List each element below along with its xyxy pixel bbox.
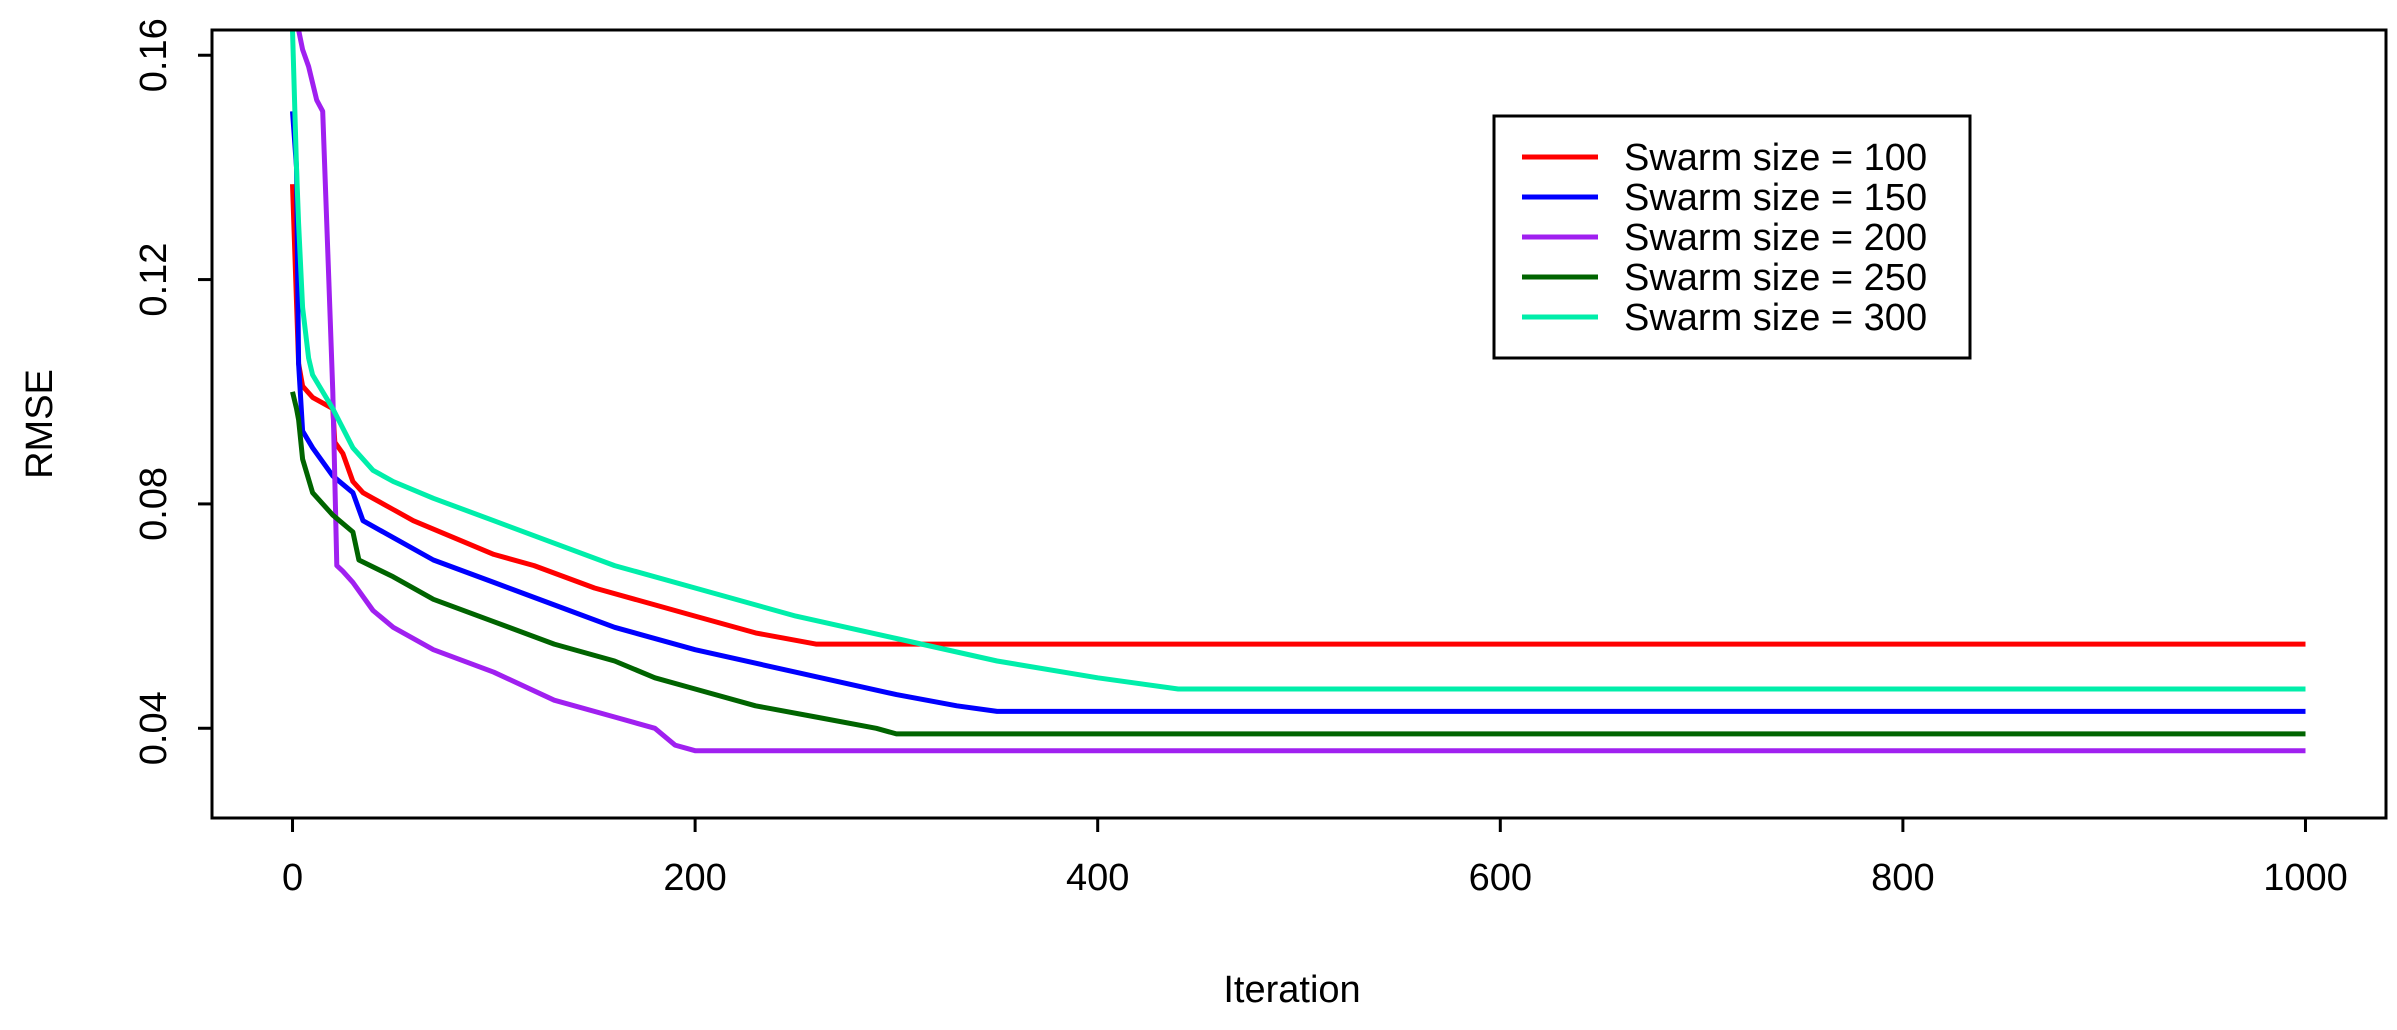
series-line-2 <box>290 111 2306 714</box>
x-axis: 0 200 400 600 800 1000 <box>282 818 2348 899</box>
x-tick-label: 0 <box>282 857 303 899</box>
y-tick-label: 0.16 <box>133 18 175 92</box>
legend-label-1: Swarm size = 100 <box>1624 137 1927 179</box>
y-axis: 0.04 0.08 0.12 0.16 <box>133 18 212 765</box>
y-tick-label: 0.04 <box>133 691 175 765</box>
series-line-4 <box>290 391 2306 737</box>
series-layer <box>290 30 2306 754</box>
series-line-3 <box>296 30 2306 754</box>
legend-label-5: Swarm size = 300 <box>1624 297 1927 339</box>
x-tick-label: 600 <box>1469 857 1532 899</box>
y-axis-title: RMSE <box>19 369 61 479</box>
legend-label-2: Swarm size = 150 <box>1624 177 1927 219</box>
legend-label-3: Swarm size = 200 <box>1624 217 1927 259</box>
legend-label-4: Swarm size = 250 <box>1624 257 1927 299</box>
plot-frame <box>210 28 2388 820</box>
x-tick-label: 1000 <box>2263 857 2348 899</box>
y-tick-label: 0.08 <box>133 467 175 541</box>
x-axis-title: Iteration <box>1223 969 1360 1011</box>
series-line-1 <box>290 184 2306 647</box>
x-tick-label: 200 <box>663 857 726 899</box>
x-tick-label: 800 <box>1871 857 1934 899</box>
series-line-5 <box>290 30 2306 692</box>
y-tick-label: 0.12 <box>133 243 175 317</box>
x-tick-label: 400 <box>1066 857 1129 899</box>
